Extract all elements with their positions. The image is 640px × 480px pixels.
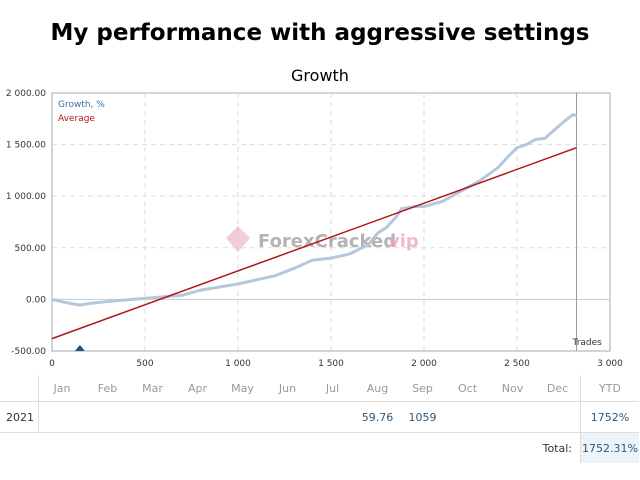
month-value-aug: 59.76 [355,401,400,433]
month-header: Jul [310,375,355,402]
x-tick-label: 500 [136,359,153,369]
month-value [490,401,535,433]
month-value [38,401,85,433]
y-tick-label: 2 000.00 [6,89,46,99]
month-value [445,401,490,433]
month-header: Aug [355,375,400,402]
legend-entry: Average [58,114,95,124]
deposit-marker-icon [74,345,85,351]
month-header: Mar [130,375,175,402]
month-header: Jan [38,375,85,402]
total-row: Total: 1752.31% [0,432,639,463]
x-tick-label: 0 [49,359,55,369]
y-tick-label: 1 500.00 [6,141,46,151]
table-header-row: Jan Feb Mar Apr May Jun Jul Aug Sep Oct … [0,375,639,402]
month-header: Oct [445,375,490,402]
year-cell: 2021 [0,401,39,433]
y-tick-label: 0.00 [26,295,46,305]
month-header: Apr [175,375,220,402]
x-tick-label: 1 000 [225,359,251,369]
growth-chart: 2 000.00 1 500.00 1 000.00 500.00 0.00 -500.0… [6,89,623,369]
month-header: Sep [400,375,445,402]
table-row: 2021 59.76 1059 1752% [0,401,639,433]
y-tick-label: -500.00 [11,347,46,357]
x-tick-label: 2 500 [504,359,530,369]
month-value [310,401,355,433]
month-value [265,401,310,433]
chart-title: Growth [291,66,349,85]
x-tick-label: 1 500 [318,359,344,369]
series-line-growth [51,113,577,307]
month-value-sep: 1059 [400,401,445,433]
ytd-value: 1752% [580,401,639,433]
x-tick-label: 2 000 [411,359,437,369]
ytd-header: YTD [580,375,639,402]
month-value [175,401,220,433]
x-tick-label: 3 000 [597,359,623,369]
month-header: Dec [535,375,581,402]
month-value [535,401,581,433]
series-line-average [51,146,577,340]
monthly-returns-table: Jan Feb Mar Apr May Jun Jul Aug Sep Oct … [0,375,639,463]
y-tick-label: 1 000.00 [6,192,46,202]
total-value: 1752.31% [580,432,639,463]
legend-entry: Growth, % [58,100,105,110]
month-value [220,401,265,433]
x-axis-label: Trades [572,338,603,348]
month-header: Feb [85,375,130,402]
month-value [130,401,175,433]
y-tick-label: 500.00 [15,244,47,254]
watermark-logo-icon [226,226,250,252]
month-header: Jun [265,375,310,402]
watermark: vip [388,231,419,252]
month-value [85,401,130,433]
month-header: Nov [490,375,535,402]
month-header: May [220,375,265,402]
total-label: Total: [542,441,572,455]
page-title: My performance with aggressive settings [50,20,590,46]
